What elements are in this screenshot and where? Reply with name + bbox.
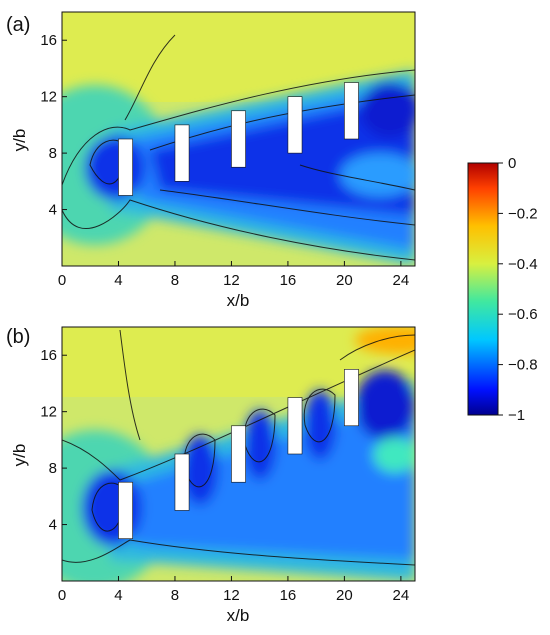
panel-b-xlabel: x/b bbox=[227, 606, 250, 625]
y-tick-label-a: 8 bbox=[49, 145, 57, 162]
obstacle-a-3 bbox=[231, 110, 246, 168]
colorbar-tick-label: −0.2 bbox=[508, 205, 538, 222]
y-tick-label-a: 16 bbox=[40, 32, 57, 49]
obstacle-a-1 bbox=[118, 138, 133, 196]
panel-a-xlabel: x/b bbox=[227, 291, 250, 310]
panel-a-obstacles bbox=[118, 82, 359, 196]
panel-b-axes: 0 4 8 12 16 20 24 4 8 12 16 bbox=[40, 347, 409, 604]
x-tick-label-a: 8 bbox=[171, 272, 179, 289]
colorbar-tick-label: −1 bbox=[508, 407, 525, 424]
panel-b-frame bbox=[61, 326, 416, 582]
obstacle-b-4 bbox=[287, 397, 303, 455]
panel-a-label: (a) bbox=[6, 14, 30, 36]
obstacle-a-4 bbox=[287, 96, 303, 154]
obstacle-b-5 bbox=[344, 369, 359, 427]
x-tick-label-a: 24 bbox=[393, 272, 410, 289]
obstacle-b-1 bbox=[118, 481, 133, 539]
panel-b-obstacles bbox=[118, 369, 359, 539]
x-tick-label-b: 24 bbox=[393, 587, 410, 604]
obstacle-b-2 bbox=[174, 453, 190, 511]
panel-b-label: (b) bbox=[6, 326, 30, 348]
colorbar-ticks: 0 −0.2 −0.4 −0.6 −0.8 −1 bbox=[498, 155, 538, 424]
x-tick-label-b: 4 bbox=[114, 587, 122, 604]
panel-a-axes: 0 4 8 12 16 20 24 4 8 12 16 bbox=[40, 32, 409, 289]
x-tick-label-a: 20 bbox=[336, 272, 353, 289]
panel-a-ylabel: y/b bbox=[10, 129, 29, 152]
colorbar: 0 −0.2 −0.4 −0.6 −0.8 −1 bbox=[467, 155, 538, 424]
panel-b: 0 4 8 12 16 20 24 4 8 12 16 (b) x/b y/b bbox=[6, 326, 416, 625]
x-tick-label-b: 0 bbox=[58, 587, 66, 604]
x-tick-label-a: 12 bbox=[223, 272, 240, 289]
y-tick-label-a: 4 bbox=[49, 202, 57, 219]
obstacle-a-2 bbox=[174, 124, 190, 182]
panel-b-ylabel: y/b bbox=[10, 444, 29, 467]
x-tick-label-b: 16 bbox=[280, 587, 297, 604]
colorbar-tick-label: −0.4 bbox=[508, 256, 538, 273]
x-tick-label-b: 20 bbox=[336, 587, 353, 604]
y-tick-label-b: 12 bbox=[40, 404, 57, 421]
colorbar-gradient bbox=[467, 162, 499, 416]
x-tick-label-a: 4 bbox=[114, 272, 122, 289]
y-tick-label-b: 8 bbox=[49, 460, 57, 477]
colorbar-tick-label: −0.8 bbox=[508, 357, 538, 374]
y-tick-label-a: 12 bbox=[40, 89, 57, 106]
obstacle-b-3 bbox=[231, 425, 246, 483]
colorbar-tick-label: 0 bbox=[508, 155, 516, 172]
x-tick-label-a: 0 bbox=[58, 272, 66, 289]
panel-a: 0 4 8 12 16 20 24 4 8 12 16 (a) x/b y/b bbox=[6, 11, 416, 310]
y-tick-label-b: 16 bbox=[40, 347, 57, 364]
panel-a-field bbox=[62, 12, 415, 266]
x-tick-label-b: 12 bbox=[223, 587, 240, 604]
panel-a-frame bbox=[61, 11, 416, 267]
x-tick-label-a: 16 bbox=[280, 272, 297, 289]
x-tick-label-b: 8 bbox=[171, 587, 179, 604]
y-tick-label-b: 4 bbox=[49, 517, 57, 534]
colorbar-tick-label: −0.6 bbox=[508, 306, 538, 323]
obstacle-a-5 bbox=[344, 82, 359, 140]
